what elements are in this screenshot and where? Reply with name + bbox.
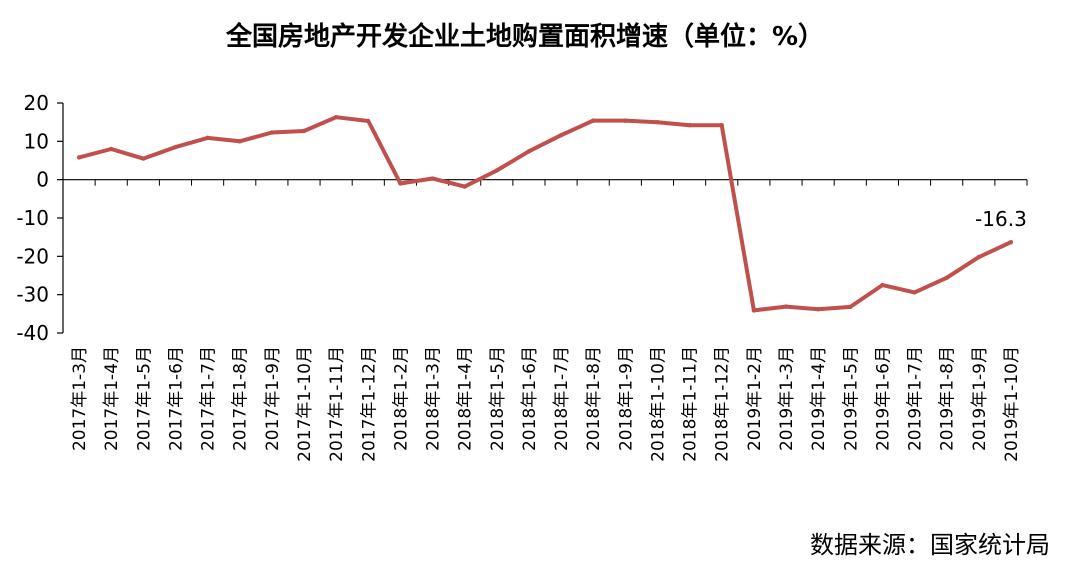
x-tick-label: 2019年1-5月 <box>841 346 861 451</box>
x-tick-label: 2019年1-4月 <box>809 346 829 451</box>
data-point <box>848 304 853 310</box>
x-tick-label: 2017年1-12月 <box>359 346 379 462</box>
x-tick-label: 2018年1-9月 <box>616 346 636 451</box>
data-point <box>623 118 628 123</box>
x-tick-label: 2019年1-3月 <box>777 346 797 451</box>
x-axis-tick-labels: 2017年1-3月 2017年1-4月 2017年1-5月 2017年1-6月 2017… <box>70 346 1022 462</box>
x-tick-label: 2019年1-9月 <box>970 346 990 451</box>
x-tick-label: 2018年1-10月 <box>648 346 668 462</box>
x-tick-label: 2018年1-5月 <box>488 346 508 451</box>
data-point <box>591 118 596 123</box>
data-point <box>1008 239 1014 245</box>
x-tick-label: 2017年1-9月 <box>263 346 283 451</box>
x-tick-label: 2018年1-4月 <box>456 346 476 451</box>
y-axis-tick-marks <box>57 102 63 334</box>
data-point <box>815 307 821 312</box>
data-point <box>494 168 499 173</box>
y-tick-label: 0 <box>36 168 49 192</box>
x-tick-label: 2017年1-10月 <box>295 346 315 462</box>
y-tick-label: -20 <box>16 244 49 268</box>
data-point <box>366 118 371 124</box>
x-tick-label: 2018年1-8月 <box>584 346 604 451</box>
data-point <box>783 304 789 309</box>
x-tick-label: 2019年1-6月 <box>873 346 893 451</box>
data-point <box>976 254 981 260</box>
x-tick-label: 2018年1-12月 <box>713 346 733 462</box>
x-tick-label: 2017年1-4月 <box>102 346 122 451</box>
x-tick-label: 2017年1-5月 <box>134 346 154 451</box>
x-tick-label: 2019年1-7月 <box>906 346 926 451</box>
y-tick-label: -40 <box>16 321 49 345</box>
x-tick-label: 2019年1-2月 <box>745 346 765 451</box>
x-tick-label: 2018年1-7月 <box>552 346 572 451</box>
data-label-last: -16.3 <box>975 207 1027 231</box>
data-point <box>655 119 660 125</box>
source-note: 数据来源：国家统计局 <box>810 531 1050 559</box>
data-point <box>237 139 242 144</box>
series-line <box>78 115 1012 313</box>
data-point <box>173 144 178 150</box>
data-point <box>301 128 307 134</box>
data-point <box>880 282 885 288</box>
data-point <box>687 123 692 128</box>
x-tick-label: 2019年1-10月 <box>1002 346 1022 462</box>
y-tick-label: -30 <box>16 283 49 307</box>
data-point <box>398 181 403 186</box>
data-point <box>109 146 114 152</box>
x-tick-label: 2018年1-6月 <box>520 346 540 451</box>
x-tick-label: 2017年1-11月 <box>327 346 347 462</box>
y-tick-label: 10 <box>24 129 49 153</box>
data-point <box>205 135 210 141</box>
data-point <box>719 123 724 128</box>
data-point <box>269 130 275 135</box>
data-point <box>76 155 82 160</box>
x-tick-label: 2017年1-6月 <box>166 346 186 451</box>
y-tick-label: 20 <box>24 91 49 115</box>
x-tick-label: 2017年1-8月 <box>231 346 251 451</box>
x-tick-label: 2018年1-3月 <box>424 346 444 451</box>
chart-title: 全国房地产开发企业土地购置面积增速（单位：%） <box>225 21 824 52</box>
x-tick-label: 2018年1-2月 <box>391 346 411 451</box>
data-point <box>944 275 949 280</box>
y-axis-tick-labels: 20 10 0 -10 -20 -30 -40 <box>16 91 49 345</box>
x-tick-label: 2017年1-3月 <box>70 346 90 451</box>
x-tick-label: 2017年1-7月 <box>199 346 219 451</box>
x-tick-label: 2018年1-11月 <box>681 346 701 462</box>
data-point <box>526 149 532 154</box>
x-tick-label: 2019年1-8月 <box>938 346 958 451</box>
data-point <box>333 114 339 120</box>
data-point <box>912 290 917 295</box>
data-point <box>141 156 146 161</box>
x-axis-tick-marks <box>62 179 1028 186</box>
y-tick-label: -10 <box>16 206 49 230</box>
data-point <box>558 133 564 138</box>
data-point <box>751 308 757 313</box>
data-points <box>76 114 1014 313</box>
data-point <box>462 184 467 189</box>
data-point <box>430 176 435 181</box>
